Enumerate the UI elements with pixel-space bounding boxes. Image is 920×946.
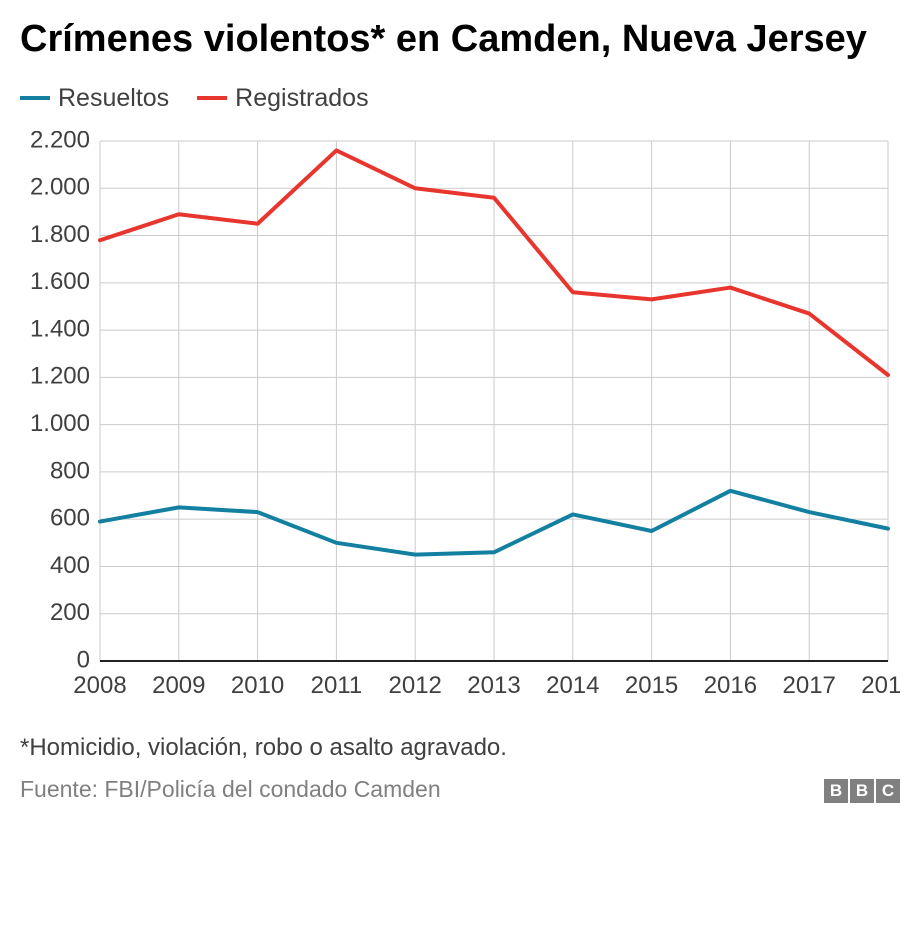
legend-item-resueltos: Resueltos [20,84,169,113]
legend-label-registrados: Registrados [235,84,368,113]
bbc-logo-box: B [824,779,848,803]
svg-text:1.800: 1.800 [30,221,90,248]
legend-item-registrados: Registrados [197,84,368,113]
footer-row: Fuente: FBI/Policía del condado Camden B… [20,776,900,803]
svg-text:400: 400 [50,551,90,578]
svg-text:0: 0 [77,646,90,673]
legend-swatch-registrados [197,96,227,100]
line-chart-svg: 0 200 400 600 800 1.000 1.200 1.400 1.600 1.800 2.… [20,131,900,711]
svg-text:2010: 2010 [231,672,284,699]
svg-text:2015: 2015 [625,672,678,699]
svg-text:2014: 2014 [546,672,599,699]
bbc-logo-box: C [876,779,900,803]
chart-container: Crímenes violentos* en Camden, Nueva Jer… [0,0,920,946]
svg-text:600: 600 [50,504,90,531]
bbc-logo-box: B [850,779,874,803]
svg-text:2011: 2011 [311,672,363,699]
svg-text:2012: 2012 [389,672,442,699]
svg-text:1.000: 1.000 [30,410,90,437]
svg-text:2013: 2013 [467,672,520,699]
svg-text:200: 200 [50,599,90,626]
legend-swatch-resueltos [20,96,50,100]
chart-footnote: *Homicidio, violación, robo o asalto agr… [20,734,900,762]
svg-text:2018: 2018 [861,672,900,699]
svg-text:2016: 2016 [704,672,757,699]
legend-label-resueltos: Resueltos [58,84,169,113]
svg-text:2008: 2008 [73,672,126,699]
svg-text:1.400: 1.400 [30,315,90,342]
svg-text:2009: 2009 [152,672,205,699]
chart-plot: 0 200 400 600 800 1.000 1.200 1.400 1.600 1.800 2.… [20,131,900,716]
svg-text:1.600: 1.600 [30,268,90,295]
chart-source: Fuente: FBI/Policía del condado Camden [20,776,441,803]
svg-text:2.000: 2.000 [30,173,90,200]
legend: Resueltos Registrados [20,84,900,113]
svg-text:2.200: 2.200 [30,131,90,153]
svg-text:2017: 2017 [783,672,836,699]
bbc-logo: B B C [824,779,900,803]
svg-text:1.200: 1.200 [30,362,90,389]
chart-title: Crímenes violentos* en Camden, Nueva Jer… [20,18,900,62]
svg-text:800: 800 [50,457,90,484]
